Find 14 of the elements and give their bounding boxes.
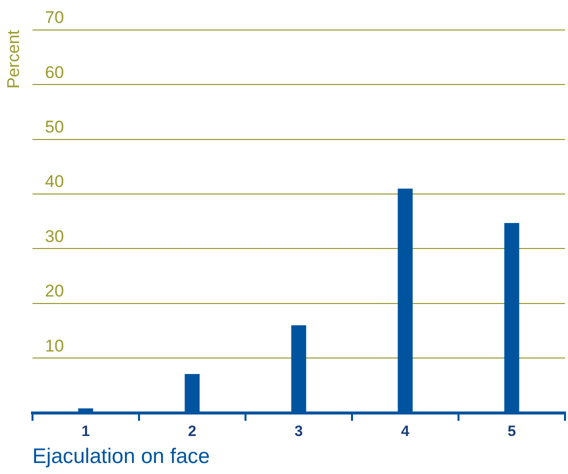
y-tick-label: 60	[45, 62, 64, 82]
y-tick-label: 50	[45, 118, 64, 137]
x-tick-label: 2	[188, 422, 196, 440]
y-tick-label: 30	[45, 226, 64, 246]
x-tick-label: 5	[508, 422, 516, 440]
y-tick-label: 40	[45, 172, 64, 192]
y-tick-label: 70	[45, 8, 64, 28]
x-tick-label: 1	[81, 422, 90, 440]
x-tick-label: 4	[401, 422, 410, 440]
x-tick-label: 3	[294, 422, 303, 440]
x-axis-title: Ejaculation on face	[32, 445, 210, 468]
y-tick-label: 10	[45, 336, 64, 356]
y-axis-title: Percent	[4, 30, 23, 89]
y-tick-label: 20	[45, 282, 64, 301]
